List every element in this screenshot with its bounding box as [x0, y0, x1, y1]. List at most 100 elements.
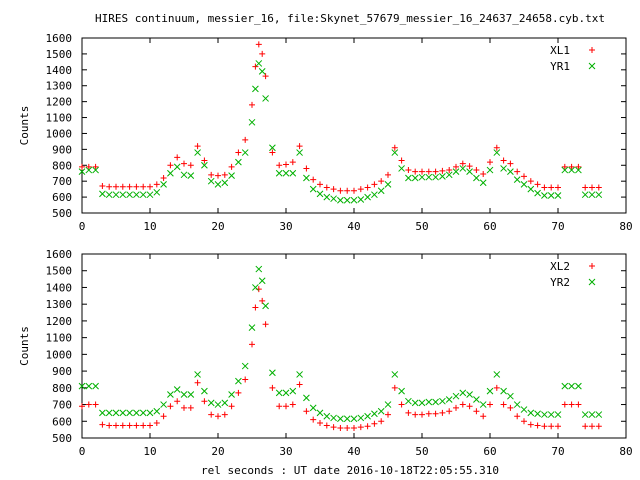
data-point	[263, 321, 269, 327]
data-point	[324, 413, 330, 419]
data-point	[514, 177, 520, 183]
data-point	[133, 422, 139, 428]
data-point	[303, 175, 309, 181]
data-point	[555, 185, 561, 191]
data-point	[426, 169, 432, 175]
data-point	[242, 137, 248, 143]
data-point	[446, 397, 452, 403]
data-point	[596, 192, 602, 198]
data-point	[494, 385, 500, 391]
data-point	[86, 383, 92, 389]
data-point	[188, 392, 194, 398]
data-point	[385, 412, 391, 418]
x-tick-label: 40	[347, 220, 360, 233]
y-tick-label: 1300	[46, 298, 73, 311]
data-point	[480, 180, 486, 186]
data-point	[344, 197, 350, 203]
data-point	[399, 165, 405, 171]
data-point	[324, 194, 330, 200]
data-point	[208, 178, 214, 184]
data-point	[324, 422, 330, 428]
data-point	[439, 410, 445, 416]
y-tick-label: 1200	[46, 315, 73, 328]
data-point	[589, 412, 595, 418]
x-tick-label: 10	[143, 445, 156, 458]
data-point	[331, 196, 337, 202]
data-point	[208, 400, 214, 406]
data-point	[106, 422, 112, 428]
data-point	[259, 278, 265, 284]
data-point	[229, 392, 235, 398]
data-point	[269, 385, 275, 391]
data-point	[507, 169, 513, 175]
data-point	[188, 162, 194, 168]
data-point	[310, 405, 316, 411]
data-point	[222, 400, 228, 406]
data-point	[487, 402, 493, 408]
data-point	[167, 170, 173, 176]
data-point	[127, 184, 133, 190]
data-point	[154, 408, 160, 414]
data-point	[140, 192, 146, 198]
data-point	[337, 425, 343, 431]
data-point	[582, 423, 588, 429]
data-point	[460, 402, 466, 408]
data-point	[501, 158, 507, 164]
data-point	[106, 410, 112, 416]
data-point	[249, 325, 255, 331]
data-point	[351, 416, 357, 422]
data-point	[113, 410, 119, 416]
lower-panel: 5006007008009001000110012001300140015001…	[18, 248, 633, 458]
data-point	[154, 181, 160, 187]
data-point	[154, 189, 160, 195]
data-point	[467, 169, 473, 175]
data-point	[93, 164, 99, 170]
data-point	[331, 424, 337, 430]
data-point	[229, 164, 235, 170]
legend-label: XL2	[550, 260, 570, 273]
data-point	[419, 400, 425, 406]
data-point	[548, 412, 554, 418]
data-point	[419, 169, 425, 175]
data-point	[215, 181, 221, 187]
y-tick-label: 500	[52, 207, 72, 220]
data-point	[167, 403, 173, 409]
data-point	[419, 174, 425, 180]
data-point	[501, 388, 507, 394]
data-point	[290, 170, 296, 176]
data-point	[181, 172, 187, 178]
data-point	[507, 161, 513, 167]
data-point	[283, 161, 289, 167]
series-XL1	[79, 41, 602, 193]
data-point	[344, 188, 350, 194]
y-tick-label: 1100	[46, 332, 73, 345]
chart-title: HIRES continuum, messier_16, file:Skynet…	[95, 12, 605, 25]
y-tick-label: 900	[52, 143, 72, 156]
legend-label: YR2	[550, 276, 570, 289]
data-point	[535, 181, 541, 187]
data-point	[371, 181, 377, 187]
data-point	[405, 175, 411, 181]
data-point	[242, 150, 248, 156]
data-point	[317, 410, 323, 416]
data-point	[174, 386, 180, 392]
data-point	[133, 410, 139, 416]
data-point	[589, 423, 595, 429]
data-point	[569, 164, 575, 170]
data-point	[222, 180, 228, 186]
data-point	[215, 413, 221, 419]
data-point	[405, 410, 411, 416]
data-point	[93, 383, 99, 389]
data-point	[201, 388, 207, 394]
legend-label: XL1	[550, 44, 570, 57]
data-point	[514, 413, 520, 419]
data-point	[521, 407, 527, 413]
data-point	[528, 178, 534, 184]
data-point	[480, 402, 486, 408]
data-point	[596, 185, 602, 191]
data-point	[426, 411, 432, 417]
data-point	[242, 376, 248, 382]
data-point	[446, 408, 452, 414]
data-point	[521, 181, 527, 187]
x-tick-label: 70	[551, 220, 564, 233]
